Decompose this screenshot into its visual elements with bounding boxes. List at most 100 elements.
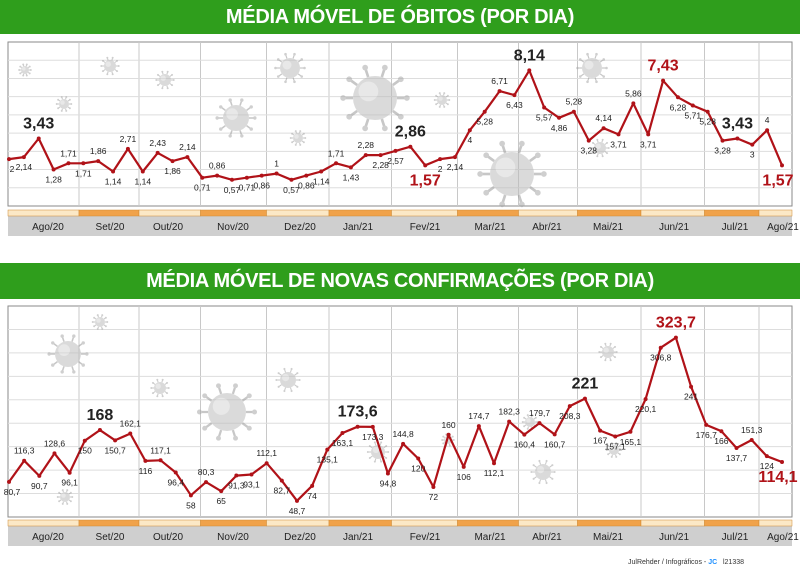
data-point (294, 498, 299, 503)
data-point (582, 396, 587, 401)
data-point (215, 173, 220, 178)
data-label: 160,7 (544, 439, 566, 449)
data-label: 2,14 (16, 162, 33, 172)
data-label: 0,71 (239, 183, 256, 193)
highlight-data-label: 323,7 (656, 315, 696, 332)
data-label: 5,28 (699, 117, 716, 127)
data-point (37, 473, 42, 478)
data-point (542, 105, 547, 110)
data-point (140, 169, 145, 174)
data-label: 112,1 (256, 448, 277, 458)
month-band (391, 519, 458, 527)
data-label: 74 (307, 491, 317, 501)
highlight-data-label: 114,1 (758, 469, 797, 486)
data-point (325, 447, 330, 452)
data-label: 174,7 (468, 411, 490, 421)
data-label: 4 (467, 135, 472, 145)
month-band (640, 209, 705, 217)
month-band (577, 519, 642, 527)
month-band (577, 209, 642, 217)
virus-icon (289, 130, 307, 146)
virus-icon (576, 52, 608, 84)
data-label: 5,71 (685, 111, 702, 121)
data-label: 176,7 (696, 430, 718, 440)
data-point (416, 456, 421, 461)
virus-icon (155, 70, 175, 90)
virus-icon (91, 314, 109, 330)
month-band (138, 209, 201, 217)
virus-icon (150, 378, 170, 398)
month-band (704, 519, 760, 527)
data-label: 93,1 (243, 479, 260, 489)
data-label: 137,7 (726, 453, 748, 463)
data-label: 82,7 (274, 486, 291, 496)
data-point (244, 175, 249, 180)
data-point (689, 384, 694, 389)
data-point (571, 109, 576, 114)
data-point (492, 461, 497, 466)
data-point (219, 489, 224, 494)
data-label: 124 (760, 461, 774, 471)
data-label: 6,28 (670, 102, 687, 112)
data-label: 2,71 (120, 134, 137, 144)
month-tick-label: Dez/20 (284, 222, 316, 233)
data-label: 162,1 (120, 419, 142, 429)
data-label: 4 (765, 115, 770, 125)
data-point (204, 480, 209, 485)
highlight-data-label: 3,43 (722, 115, 753, 132)
highlight-data-label: 7,43 (648, 58, 679, 75)
data-point (780, 163, 784, 168)
data-point (735, 136, 740, 141)
data-label: 1,28 (45, 175, 62, 185)
data-label: 135,1 (317, 455, 339, 465)
data-label: 72 (429, 492, 439, 502)
data-label: 48,7 (289, 506, 306, 516)
data-label: 2,28 (372, 160, 389, 170)
data-point (507, 419, 512, 424)
data-point (340, 430, 345, 435)
data-label: 3,28 (714, 146, 731, 156)
data-point (552, 432, 557, 437)
data-label: 80,7 (4, 487, 21, 497)
data-point (467, 128, 472, 133)
data-point (97, 428, 102, 433)
data-point (734, 446, 739, 451)
month-tick-label: Abr/21 (532, 222, 562, 233)
data-label: 165,1 (620, 437, 642, 447)
data-point (81, 161, 86, 166)
data-point (780, 460, 784, 465)
data-point (522, 432, 527, 437)
data-label: 3 (750, 150, 755, 160)
data-label: 1,43 (343, 172, 360, 182)
data-label: 5,28 (476, 117, 493, 127)
data-label: 128,6 (44, 438, 66, 448)
data-point (82, 438, 87, 443)
data-point (438, 157, 443, 162)
data-label: 167 (593, 436, 607, 446)
cases-chart-title: MÉDIA MÓVEL DE NOVAS CONFIRMAÇÕES (POR D… (0, 263, 800, 299)
new-cases-moving-average-chart: Ago/20 Set/20 Out/20 Nov/20 Dez/20 Jan/21 Fev/… (4, 305, 799, 546)
data-label: 1,14 (105, 177, 122, 187)
virus-icon (274, 52, 306, 84)
data-label: 0,57 (224, 185, 241, 195)
data-point (497, 89, 502, 94)
credits-dept: Infográficos - (665, 559, 707, 566)
month-band (266, 519, 330, 527)
data-label: 0,86 (298, 181, 315, 191)
month-tick-label: Mai/21 (593, 222, 623, 233)
data-point (319, 169, 324, 174)
data-label: 65 (216, 496, 226, 506)
data-point (764, 454, 769, 459)
data-point (673, 335, 678, 340)
data-point (370, 424, 375, 429)
month-tick-label: Jun/21 (659, 532, 689, 543)
data-label: 157,1 (605, 442, 627, 452)
data-point (401, 441, 406, 446)
data-label: 4,86 (551, 123, 568, 133)
data-point (452, 155, 457, 160)
data-label: 2,14 (447, 162, 464, 172)
data-label: 163,1 (332, 438, 354, 448)
data-label: 3,71 (610, 139, 627, 149)
data-point (393, 148, 398, 153)
month-axis-band (8, 216, 792, 236)
